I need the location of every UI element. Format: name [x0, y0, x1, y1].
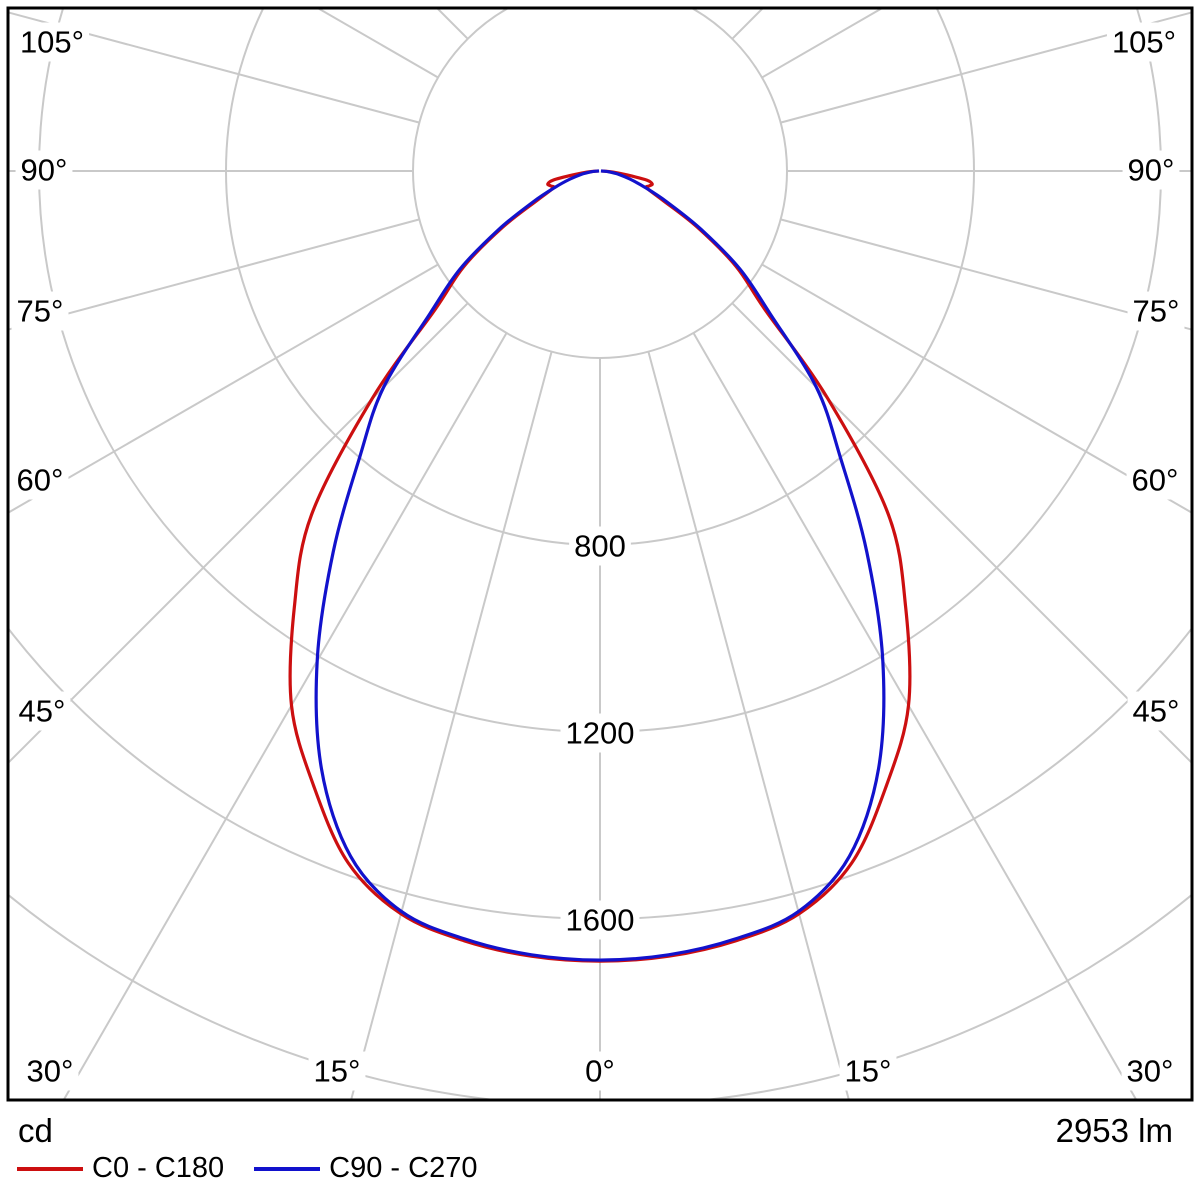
angle-tick-30deg: 30°	[27, 1054, 74, 1089]
legend-line-blue	[254, 1166, 321, 1171]
luminous-flux-value: 2953 lm	[1055, 1112, 1173, 1149]
plot-border	[6, 6, 1194, 1102]
angle-tick-75deg: 75°	[17, 294, 64, 329]
unit-label: cd	[18, 1112, 53, 1149]
angle-tick-75deg: 75°	[1133, 294, 1180, 329]
legend-label-c0-c180: C0 - C180	[92, 1152, 225, 1184]
angle-tick-90deg: 90°	[21, 153, 68, 188]
legend-item-c90-c270: C90 - C270	[254, 1152, 477, 1185]
angle-tick-60deg: 60°	[1132, 463, 1179, 498]
angle-tick-105deg: 105°	[20, 25, 84, 60]
ring-label-800: 800	[574, 529, 626, 564]
legend-item-c0-c180: C0 - C180	[17, 1152, 224, 1185]
angle-tick-30deg: 30°	[1127, 1054, 1174, 1089]
ring-label-1600: 1600	[566, 903, 635, 938]
angle-tick-15deg: 15°	[314, 1054, 361, 1089]
angle-tick-15deg: 15°	[845, 1054, 892, 1089]
angle-tick-60deg: 60°	[17, 463, 64, 498]
angle-tick-45deg: 45°	[19, 694, 66, 729]
legend: C0 - C180 C90 - C270	[17, 1152, 477, 1185]
legend-label-c90-c270: C90 - C270	[329, 1152, 478, 1184]
angle-tick-0deg: 0°	[585, 1054, 615, 1089]
angle-tick-105deg: 105°	[1112, 25, 1176, 60]
legend-line-red	[17, 1166, 83, 1171]
angle-tick-90deg: 90°	[1128, 153, 1175, 188]
curve-c90-c270	[314, 169, 886, 962]
angle-tick-45deg: 45°	[1133, 694, 1180, 729]
ring-label-1200: 1200	[566, 716, 635, 751]
